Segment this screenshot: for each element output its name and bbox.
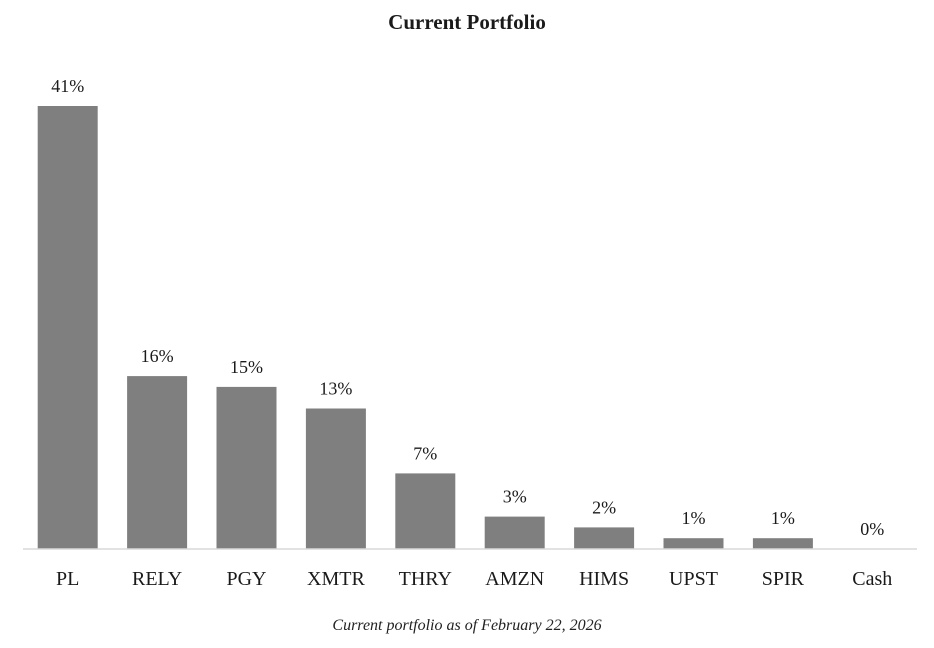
x-tick-label-hims: HIMS [579, 568, 629, 590]
value-label-spir: 1% [771, 508, 795, 528]
x-tick-label-thry: THRY [399, 568, 452, 590]
x-tick-labels-group: PL RELY PGY XMTR THRY AMZN HIMS UPST SPIR Cash [56, 568, 892, 590]
value-labels-group: 41% 16% 15% 13% 7% 3% 2% 1% 1% 0% [51, 76, 884, 539]
x-tick-label-amzn: AMZN [485, 568, 544, 590]
value-label-cash: 0% [860, 519, 884, 539]
value-label-pgy: 15% [230, 357, 263, 377]
chart-caption: Current portfolio as of February 22, 202… [332, 617, 602, 634]
bar-amzn [484, 516, 545, 549]
value-label-thry: 7% [413, 443, 437, 463]
bar-thry [395, 473, 456, 549]
x-tick-label-cash: Cash [852, 568, 892, 590]
x-tick-label-upst: UPST [669, 568, 718, 590]
bar-spir [752, 538, 813, 549]
bar-upst [663, 538, 724, 549]
bar-pgy [216, 386, 277, 549]
value-label-pl: 41% [51, 76, 84, 96]
x-tick-label-spir: SPIR [762, 568, 805, 590]
value-label-hims: 2% [592, 497, 616, 517]
bar-rely [127, 376, 188, 549]
x-tick-label-pl: PL [56, 568, 79, 590]
bar-pl [37, 106, 98, 549]
x-tick-label-rely: RELY [132, 568, 182, 590]
x-tick-label-pgy: PGY [226, 568, 266, 590]
value-label-xmtr: 13% [319, 379, 352, 399]
value-label-upst: 1% [682, 508, 706, 528]
value-label-amzn: 3% [503, 487, 527, 507]
bar-xmtr [305, 408, 366, 549]
value-label-rely: 16% [141, 346, 174, 366]
x-tick-label-xmtr: XMTR [307, 568, 365, 590]
bars-group [37, 106, 813, 549]
bar-hims [574, 527, 635, 549]
chart-title: Current Portfolio [388, 10, 546, 34]
